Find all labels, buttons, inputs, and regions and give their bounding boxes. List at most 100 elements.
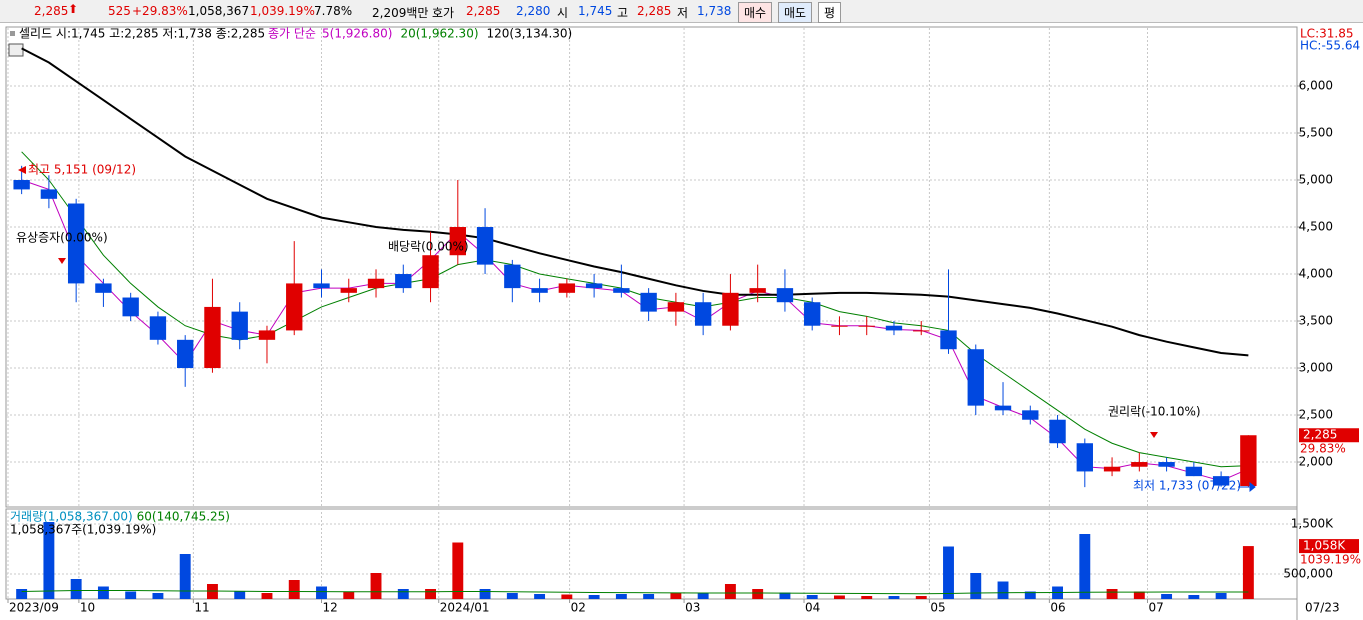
volume-bar [1106, 589, 1118, 599]
candle-body [177, 339, 194, 369]
volume-bar [425, 589, 436, 599]
icon[interactable] [8, 43, 24, 57]
candle-body [1049, 419, 1066, 444]
y-tick-label: 2,000 [1299, 455, 1333, 469]
annotation: 배당락(0.00%) [388, 240, 469, 254]
volume-bar [943, 546, 954, 599]
y-tick-label: 5,000 [1299, 173, 1333, 187]
volume-bar [234, 591, 246, 599]
x-tick-label: 11 [194, 601, 209, 615]
volume-bar [125, 591, 137, 599]
label: 호가 [432, 6, 455, 20]
x-tick-label: 12 [323, 601, 338, 615]
y-tick-label: 500,000 [1283, 567, 1333, 581]
x-tick-label: 02 [571, 601, 586, 615]
candle-body [504, 264, 521, 289]
candle-body [258, 330, 276, 340]
ma-line [21, 47, 1249, 357]
candle-body [67, 203, 85, 284]
legend-entry: 20(1,962.30) [400, 27, 478, 41]
candle-body [1022, 410, 1039, 420]
x-tick-label: 03 [685, 601, 700, 615]
volume-bar [370, 573, 382, 599]
candle-body [694, 302, 712, 326]
candle-body [313, 283, 330, 289]
candle-body [340, 288, 357, 293]
candle-body [367, 278, 385, 289]
volume-tag-label: 1,058K [1303, 539, 1346, 553]
y-tick-label: 1,500K [1291, 517, 1334, 531]
volume-bar [452, 542, 464, 599]
label: 고 [617, 6, 629, 20]
candle-body [640, 292, 657, 312]
candle-body [40, 189, 58, 199]
volume-bar [43, 522, 55, 599]
annotation: 유상증자(0.00%) [16, 231, 108, 245]
eval-button[interactable]: 평 [818, 2, 842, 23]
change: 525 [108, 4, 131, 18]
rate-label: 29.83% [1300, 442, 1346, 456]
candle-body [1212, 476, 1230, 486]
candle-body [749, 288, 766, 293]
volume-bar [970, 573, 982, 599]
arrow [1238, 481, 1256, 493]
legend-entry: 5(1,926.80) [322, 27, 392, 41]
volume-bar [261, 593, 273, 599]
candle-body [858, 325, 875, 327]
candle-body [1158, 462, 1175, 467]
y-tick-label: 4,000 [1299, 267, 1333, 281]
label: 저 [677, 6, 689, 20]
candle-body [13, 180, 30, 190]
price-panel [5, 26, 1298, 508]
volume-bar [779, 592, 791, 599]
volume-bar [1079, 534, 1091, 599]
up-arrow: ⬆ [68, 2, 79, 16]
candle-body [395, 274, 412, 289]
x-tick-label: 10 [80, 601, 95, 615]
volume-bar [697, 593, 709, 599]
candle-body [613, 288, 630, 293]
volume-bar [615, 594, 627, 599]
ma-line [21, 151, 1249, 468]
volume-bar [588, 595, 600, 599]
price-tag [1299, 428, 1359, 443]
candle-body [804, 302, 821, 326]
y-tick-label: 4,500 [1299, 220, 1333, 234]
arrow [1150, 432, 1158, 438]
volume-bar [888, 596, 900, 599]
candle-body [1103, 466, 1121, 472]
volume-bar [1242, 546, 1254, 599]
volume-rate: 1,039.19% [250, 4, 315, 18]
candle-body [831, 325, 848, 327]
annotation: 최저 1,733 (07/22) [1133, 479, 1241, 493]
sell-button[interactable]: 매도 [778, 2, 813, 23]
change-rate: +29.83% [132, 4, 188, 18]
turnover: 7.78% [314, 4, 353, 18]
volume-bar [861, 596, 873, 599]
candle-body [967, 349, 984, 406]
volume-bar [397, 589, 409, 599]
y-tick-label: 6,000 [1299, 79, 1333, 93]
candle-body [940, 330, 957, 350]
x-end-label: 07/23 [1305, 601, 1340, 615]
price-tag-label: 2,285 [1303, 428, 1337, 442]
volume-bar [1024, 591, 1036, 599]
x-tick-label: 06 [1050, 601, 1065, 615]
candle-body [667, 302, 685, 312]
candle-body [558, 283, 576, 293]
arrow [58, 258, 66, 264]
legend-marker [10, 31, 15, 36]
low: 1,738 [697, 4, 732, 18]
volume-bar [152, 593, 164, 599]
arrow [18, 166, 26, 174]
candle-body [885, 325, 903, 331]
candle-body [1240, 435, 1257, 487]
volume-bar [534, 594, 546, 599]
buy-button[interactable]: 매수 [738, 2, 773, 23]
volume-bar [288, 580, 300, 599]
volume-bar [70, 579, 82, 599]
rate-label: 1039.19% [1300, 553, 1361, 567]
x-tick-label: 05 [930, 601, 945, 615]
x-tick-label: 2024/01 [440, 601, 490, 615]
